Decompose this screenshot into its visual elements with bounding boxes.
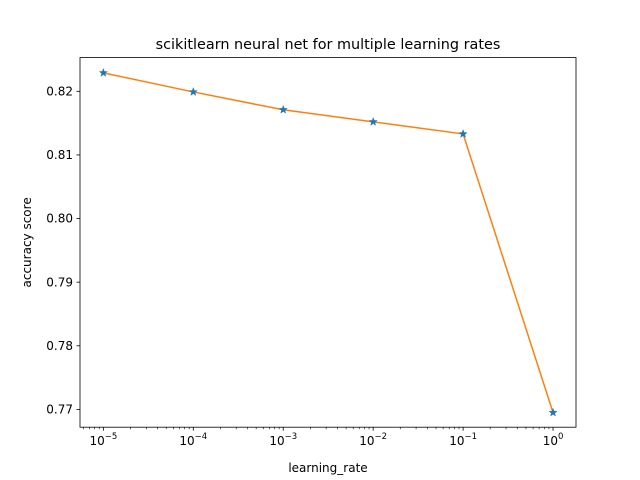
x-tick-label: 10−1 <box>449 432 477 448</box>
x-tick-label: 10−3 <box>269 432 297 448</box>
x-tick-base: 10 <box>89 434 104 448</box>
x-axis-label: learning_rate <box>288 461 367 475</box>
chart-title: scikitlearn neural net for multiple lear… <box>156 37 501 53</box>
axes-frame <box>79 57 577 428</box>
x-tick-base: 10 <box>179 434 194 448</box>
y-tick-label: 0.78 <box>46 339 73 353</box>
series-line <box>103 72 554 413</box>
y-tick-label: 0.81 <box>46 148 73 162</box>
x-tick-base: 10 <box>269 434 284 448</box>
data-point-star <box>98 67 109 77</box>
y-tick-label: 0.80 <box>46 212 73 226</box>
data-point-star <box>548 407 558 417</box>
x-tick-exponent: −2 <box>375 432 388 442</box>
x-tick-base: 10 <box>543 434 558 448</box>
x-tick-exponent: 0 <box>558 432 563 442</box>
x-tick-label: 10−5 <box>89 432 117 448</box>
data-point-star <box>368 116 378 126</box>
x-tick-base: 10 <box>359 434 374 448</box>
y-tick-label: 0.77 <box>46 403 73 417</box>
x-tick-exponent: −5 <box>105 432 118 442</box>
x-tick-label: 10−4 <box>179 432 207 448</box>
x-tick-label: 100 <box>543 432 564 448</box>
x-tick-exponent: −3 <box>285 432 298 442</box>
y-tick-label: 0.82 <box>46 85 73 99</box>
data-point-star <box>278 104 288 114</box>
x-tick-exponent: −1 <box>464 432 477 442</box>
plot-area <box>98 67 558 417</box>
y-axis-label: accuracy score <box>20 197 34 287</box>
y-tick-label: 0.79 <box>46 275 73 289</box>
data-point-star <box>458 128 468 138</box>
x-tick-exponent: −4 <box>195 432 208 442</box>
x-tick-base: 10 <box>449 434 464 448</box>
data-point-star <box>188 86 198 96</box>
x-tick-label: 10−2 <box>359 432 387 448</box>
